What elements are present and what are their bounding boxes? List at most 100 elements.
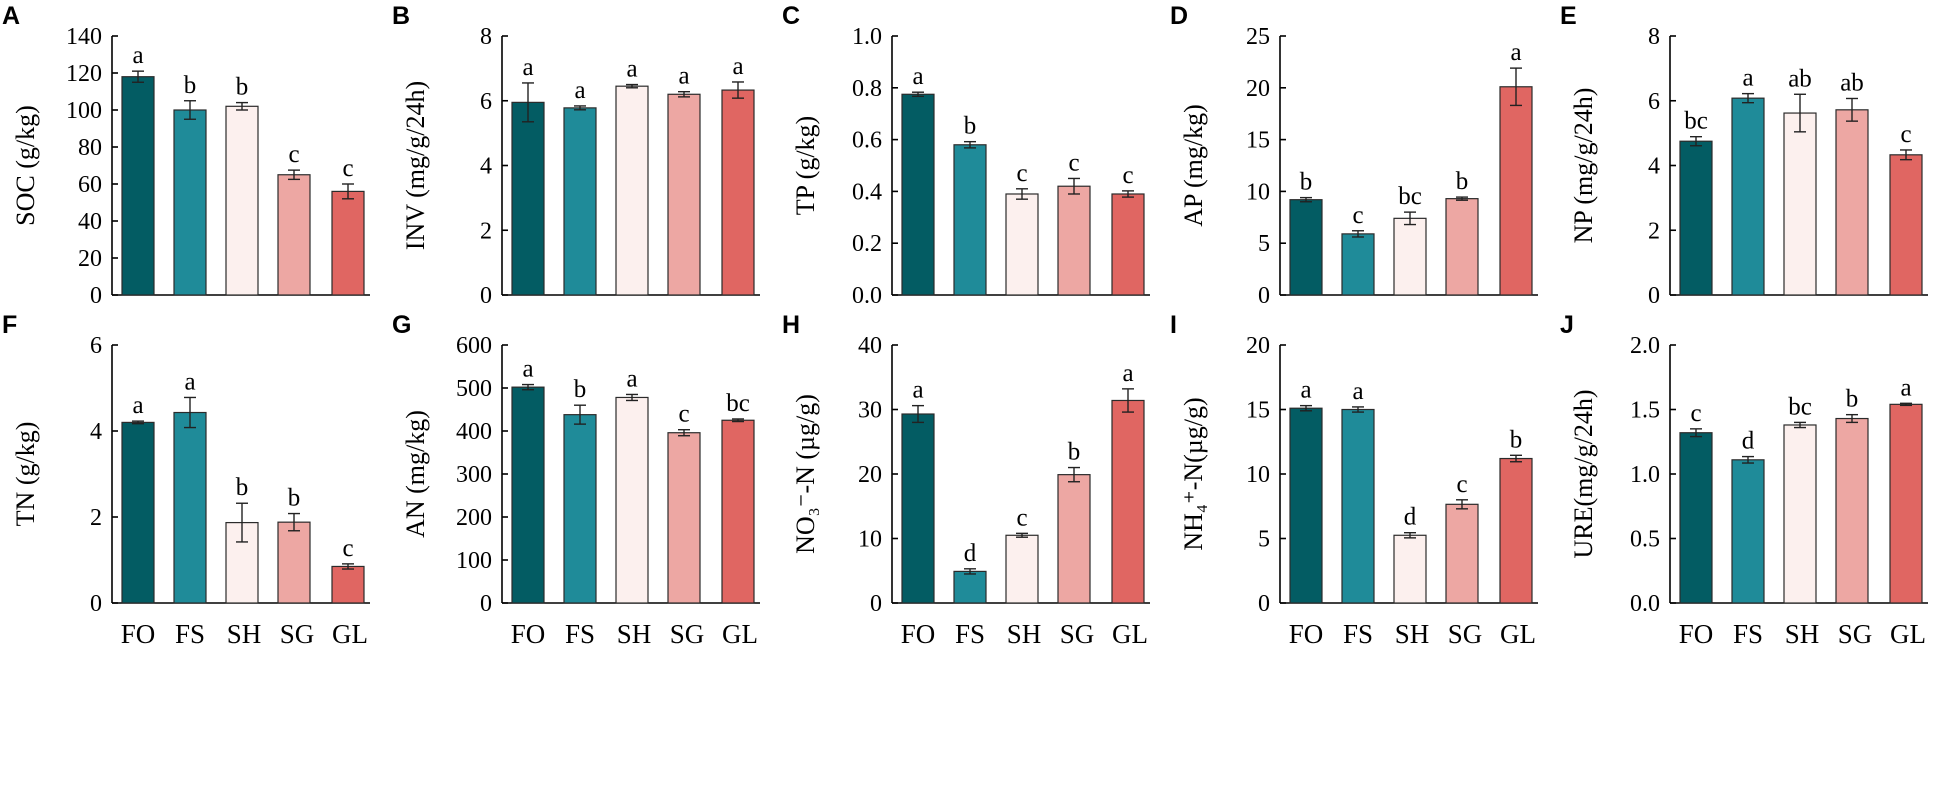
bar-j-sg[interactable] — [1835, 417, 1869, 604]
bar-a-sg[interactable] — [277, 174, 311, 296]
category-label-h-fo: FO — [901, 619, 936, 649]
y-tick-label-a: 140 — [66, 24, 102, 50]
bar-c-sg[interactable] — [1057, 185, 1091, 296]
y-tick-label-e: 8 — [1648, 24, 1660, 50]
y-tick-label-d: 5 — [1258, 231, 1270, 257]
y-tick-label-j: 0.0 — [1630, 591, 1660, 617]
category-label-g-fs: FS — [565, 619, 595, 649]
bar-f-fo[interactable] — [121, 421, 155, 604]
significance-label-b-sg: a — [678, 63, 689, 90]
bar-g-fs[interactable] — [563, 414, 597, 604]
bar-h-gl[interactable] — [1111, 399, 1145, 604]
bar-a-fs[interactable] — [173, 109, 207, 296]
y-tick-label-a: 40 — [78, 209, 102, 235]
bar-j-fs[interactable] — [1731, 459, 1765, 604]
y-tick-label-a: 100 — [66, 98, 102, 124]
significance-label-d-fs: c — [1352, 202, 1363, 229]
bar-d-fs[interactable] — [1341, 233, 1375, 296]
bar-g-fo[interactable] — [511, 386, 545, 604]
y-tick-label-e: 0 — [1648, 283, 1660, 309]
category-label-i-fs: FS — [1343, 619, 1373, 649]
bar-j-fo[interactable] — [1679, 432, 1713, 604]
bar-g-sh[interactable] — [615, 396, 649, 604]
bar-b-fs[interactable] — [563, 107, 597, 296]
bar-i-sg[interactable] — [1445, 503, 1479, 604]
y-tick-label-g: 0 — [480, 591, 492, 617]
bar-a-fo[interactable] — [121, 76, 155, 296]
y-tick-label-h: 30 — [858, 398, 882, 424]
y-tick-label-c: 1.0 — [852, 24, 882, 50]
y-tick-label-e: 4 — [1648, 154, 1660, 180]
bar-f-fs[interactable] — [173, 411, 207, 604]
significance-label-a-sg: c — [288, 141, 299, 168]
bar-j-gl[interactable] — [1889, 403, 1923, 604]
bar-a-sh[interactable] — [225, 105, 259, 296]
category-label-f-fs: FS — [175, 619, 205, 649]
significance-label-d-sh: bc — [1398, 183, 1422, 210]
y-tick-label-d: 15 — [1246, 128, 1270, 154]
y-axis-label-g: AN (mg/kg) — [401, 410, 430, 538]
significance-label-h-fs: d — [964, 540, 977, 567]
significance-label-f-sg: b — [288, 485, 301, 512]
bar-e-fo[interactable] — [1679, 140, 1713, 296]
bar-c-sh[interactable] — [1005, 193, 1039, 296]
bar-d-sg[interactable] — [1445, 198, 1479, 296]
bar-i-gl[interactable] — [1499, 457, 1533, 604]
y-tick-label-e: 6 — [1648, 89, 1660, 115]
y-tick-label-i: 0 — [1258, 591, 1270, 617]
bar-f-sg[interactable] — [277, 521, 311, 604]
significance-label-e-fs: a — [1742, 65, 1753, 92]
bar-i-fo[interactable] — [1289, 407, 1323, 604]
bar-b-sh[interactable] — [615, 85, 649, 296]
bar-e-sh[interactable] — [1783, 112, 1817, 296]
bar-d-sh[interactable] — [1393, 217, 1427, 296]
category-label-i-fo: FO — [1289, 619, 1324, 649]
significance-label-j-gl: a — [1900, 374, 1911, 401]
bar-a-gl[interactable] — [331, 190, 365, 296]
significance-label-b-fs: a — [574, 77, 585, 104]
category-label-i-sg: SG — [1448, 619, 1483, 649]
bar-h-sg[interactable] — [1057, 474, 1091, 604]
significance-label-a-fs: b — [184, 72, 197, 99]
bar-e-gl[interactable] — [1889, 154, 1923, 296]
bar-b-gl[interactable] — [721, 89, 755, 296]
y-tick-label-g: 300 — [456, 462, 492, 488]
y-tick-label-j: 1.5 — [1630, 398, 1660, 424]
significance-label-c-fs: b — [964, 113, 977, 140]
bar-e-fs[interactable] — [1731, 97, 1765, 296]
bar-b-sg[interactable] — [667, 93, 701, 296]
bar-c-fo[interactable] — [901, 93, 935, 296]
significance-label-j-sg: b — [1846, 386, 1859, 413]
bar-i-fs[interactable] — [1341, 408, 1375, 604]
y-axis-label-e: NP (mg/g/24h) — [1569, 88, 1598, 244]
y-tick-label-j: 2.0 — [1630, 333, 1660, 359]
category-label-f-sg: SG — [280, 619, 315, 649]
bar-g-gl[interactable] — [721, 419, 755, 604]
significance-label-f-sh: b — [236, 474, 249, 501]
category-label-j-gl: GL — [1890, 619, 1926, 649]
significance-label-f-fs: a — [184, 368, 195, 395]
category-label-f-gl: GL — [332, 619, 368, 649]
bar-h-sh[interactable] — [1005, 534, 1039, 604]
significance-label-i-sh: d — [1404, 504, 1417, 531]
y-tick-label-b: 6 — [480, 89, 492, 115]
bar-h-fo[interactable] — [901, 413, 935, 604]
bar-d-fo[interactable] — [1289, 199, 1323, 296]
significance-label-c-sg: c — [1068, 149, 1079, 176]
bar-j-sh[interactable] — [1783, 424, 1817, 604]
y-tick-label-d: 25 — [1246, 24, 1270, 50]
bar-e-sg[interactable] — [1835, 109, 1869, 296]
bar-b-fo[interactable] — [511, 101, 545, 296]
bar-d-gl[interactable] — [1499, 86, 1533, 296]
y-axis-label-c: TP (g/kg) — [791, 116, 820, 215]
bar-c-fs[interactable] — [953, 144, 987, 296]
bar-f-gl[interactable] — [331, 565, 365, 604]
bar-c-gl[interactable] — [1111, 193, 1145, 296]
bar-g-sg[interactable] — [667, 432, 701, 604]
bar-i-sh[interactable] — [1393, 534, 1427, 604]
y-tick-label-b: 2 — [480, 218, 492, 244]
bar-h-fs[interactable] — [953, 570, 987, 604]
category-label-j-fs: FS — [1733, 619, 1763, 649]
significance-label-g-fs: b — [574, 376, 587, 403]
y-tick-label-f: 0 — [90, 591, 102, 617]
